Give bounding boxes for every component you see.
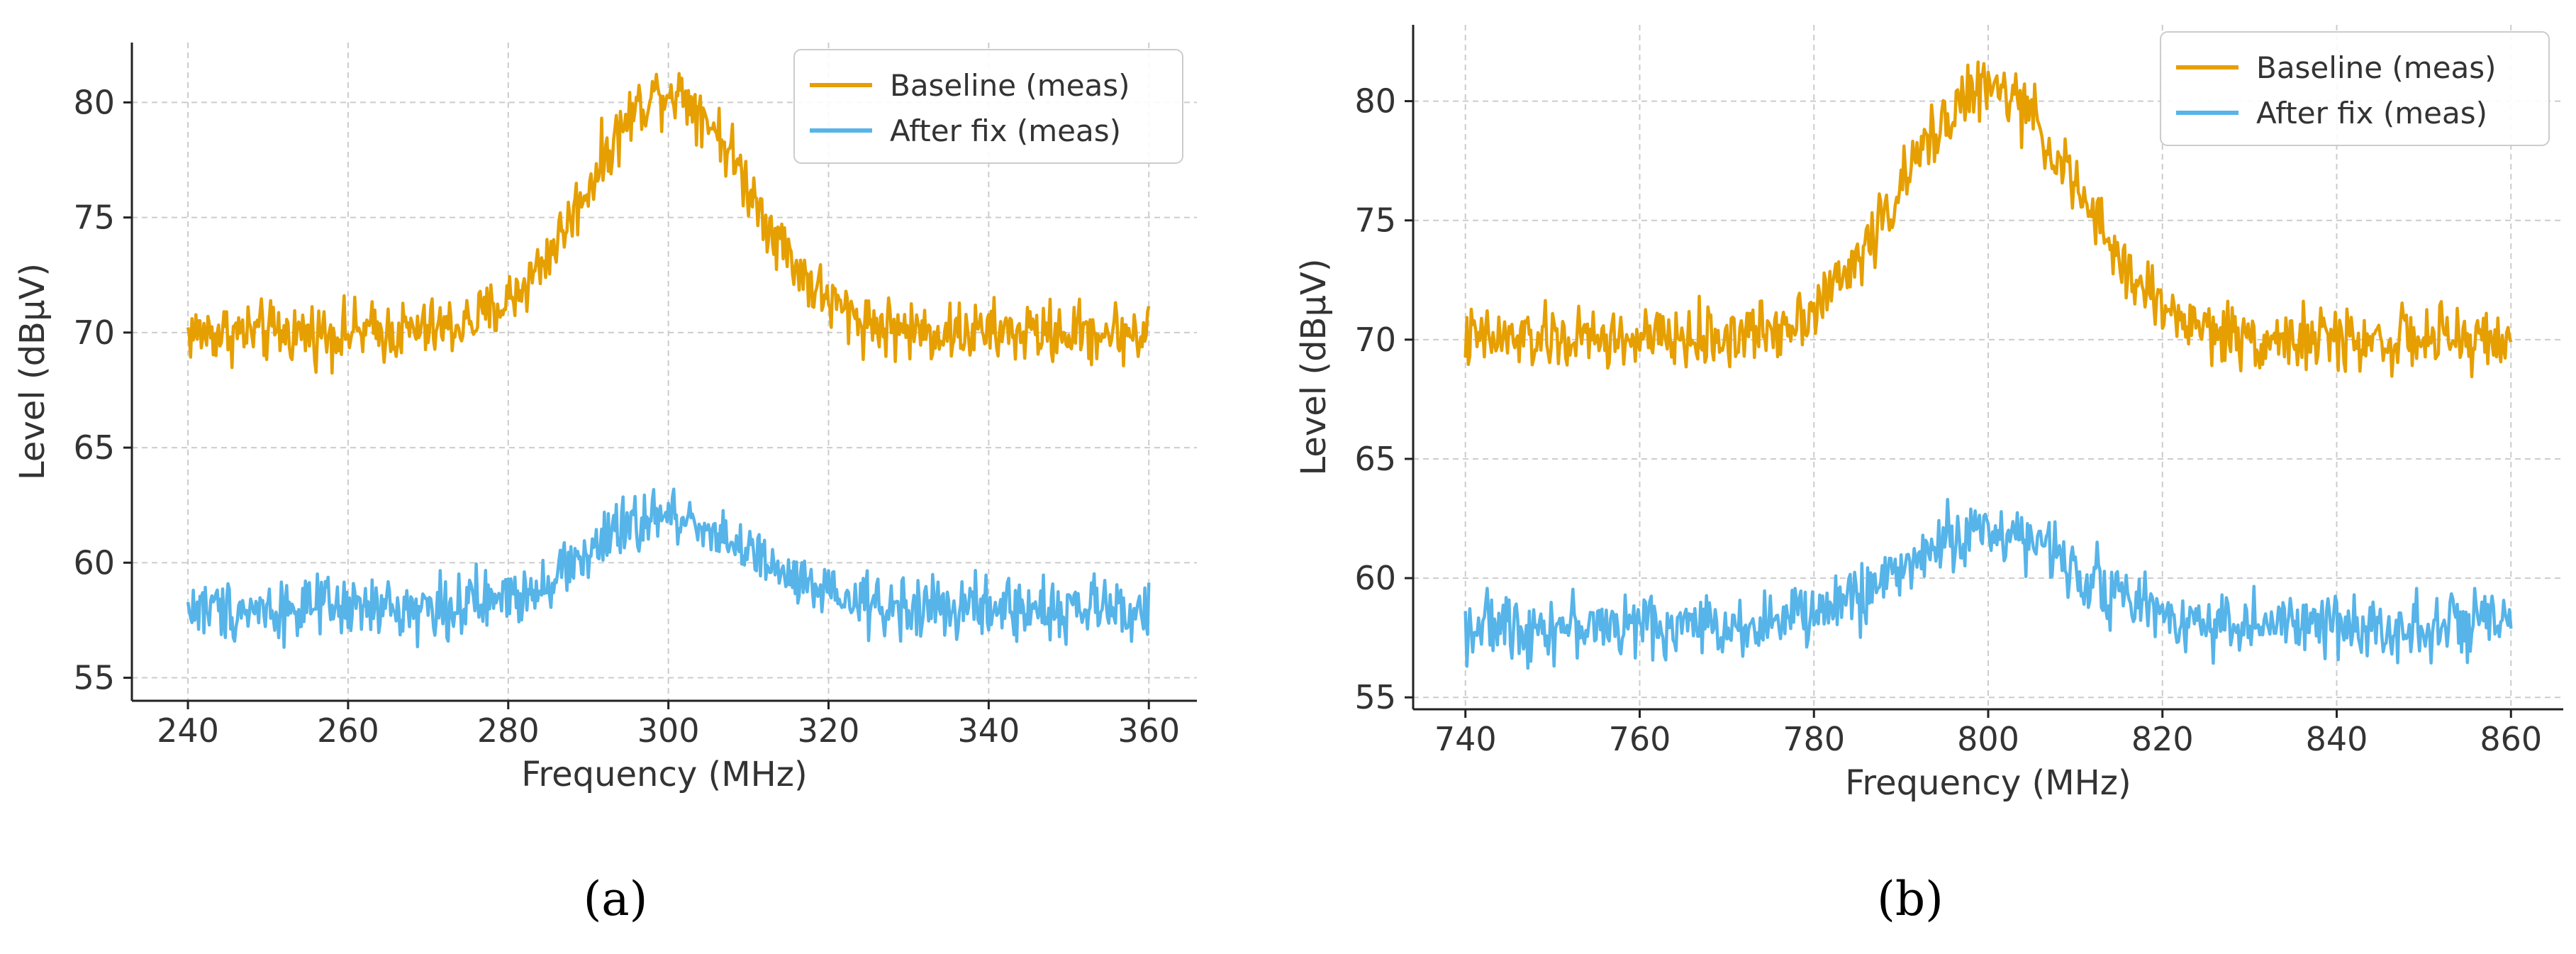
x-tick-label: 780 [1783,720,1845,758]
panel-caption: (a) [584,872,648,926]
y-tick-label: 65 [73,428,115,467]
x-tick-label: 240 [157,711,219,750]
legend-label: Baseline (meas) [890,68,1130,103]
y-tick-label: 65 [1354,440,1396,478]
x-tick-label: 320 [798,711,860,750]
series-line-after-fix [1463,497,2513,670]
x-axis-label: Frequency (MHz) [521,755,807,794]
x-tick-label: 300 [637,711,700,750]
y-tick-label: 60 [1354,559,1396,597]
legend: Baseline (meas) After fix (meas) [793,49,1183,164]
y-tick-label: 70 [73,314,115,352]
chart-panel-1: 240 260 280 300 320 340 360 55 60 65 70 75 80 Frequen… [13,43,1197,926]
x-tick-label: 840 [2306,720,2368,758]
panel-caption: (b) [1877,872,1944,926]
legend-label: Baseline (meas) [2256,50,2497,85]
x-tick-label: 340 [957,711,1020,750]
x-tick-label: 280 [477,711,540,750]
y-tick-label: 80 [1354,82,1396,121]
x-tick-label: 260 [317,711,379,750]
series-line-baseline [1463,60,2513,379]
y-tick-label: 75 [1354,201,1396,240]
x-tick-label: 800 [1957,720,2019,758]
y-tick-label: 75 [73,199,115,237]
legend-label: After fix (meas) [2256,96,2487,131]
x-tick-label: 740 [1434,720,1497,758]
y-tick-label: 60 [73,543,115,582]
x-tick-label: 360 [1117,711,1180,750]
x-axis-label: Frequency (MHz) [1845,763,2131,803]
legend-label: After fix (meas) [890,113,1121,148]
x-tick-label: 820 [2131,720,2194,758]
y-tick-label: 55 [1354,678,1396,716]
legend: Baseline (meas) After fix (meas) [2160,31,2550,146]
series-line-baseline [186,72,1151,375]
y-tick-label: 55 [73,659,115,697]
series-line-after-fix [186,487,1151,649]
legend-box [793,49,1183,164]
x-tick-label: 860 [2480,720,2542,758]
legend-box [2160,31,2550,146]
y-tick-label: 70 [1354,321,1396,359]
y-axis-label: Level (dBμV) [13,263,52,480]
y-axis-label: Level (dBμV) [1294,258,1334,475]
x-tick-label: 760 [1609,720,1671,758]
y-tick-label: 80 [73,83,115,121]
chart-panel-2: 740 760 780 800 820 840 860 55 60 65 70 75 80 Frequen… [1294,25,2563,926]
